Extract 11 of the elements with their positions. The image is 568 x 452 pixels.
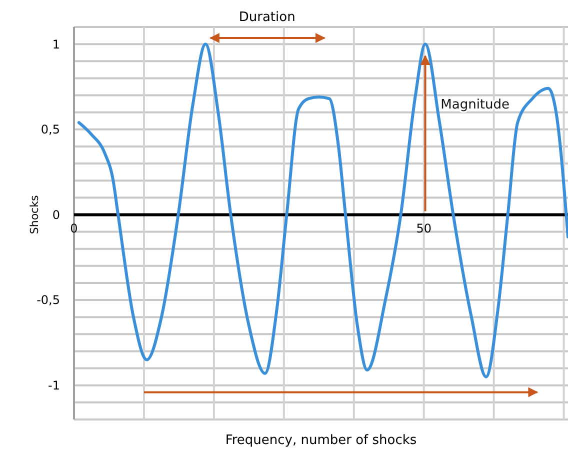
y-tick-label: 0 [52,208,60,222]
y-tick-label: 0,5 [40,122,60,137]
text: Duration [238,10,296,25]
x-axis-title: Frequency, number of shocks [225,433,417,448]
annotation: Magnitude [440,97,510,112]
y-tick-label: -0,5 [36,293,60,308]
y-tick-label: 1 [52,37,60,52]
x-tick-label: 50 [416,222,432,236]
line-series [77,42,568,378]
y-tick-label: -1 [48,378,60,393]
y-axis-title: Shocks [28,195,41,234]
